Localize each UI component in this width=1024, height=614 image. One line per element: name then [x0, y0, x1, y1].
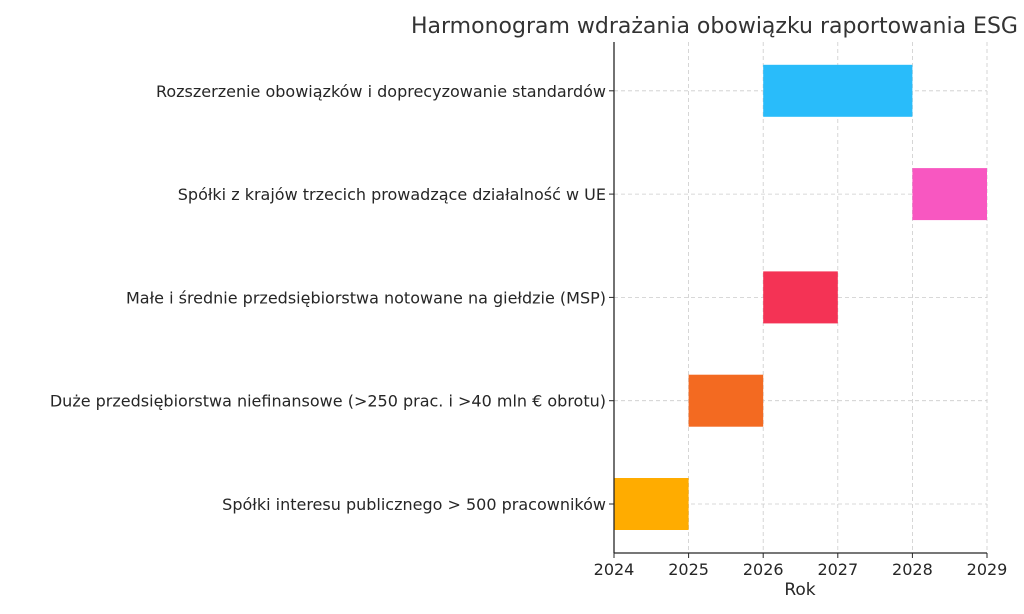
x-tick-label: 2025 [668, 560, 709, 579]
y-tick-label: Spółki z krajów trzecich prowadzące dzia… [178, 185, 606, 204]
chart-title: Harmonogram wdrażania obowiązku raportow… [411, 14, 1018, 39]
gantt-bar [763, 271, 838, 324]
gantt-bar [614, 478, 689, 530]
x-axis-label: Rok [784, 580, 815, 600]
y-tick-label: Małe i średnie przedsiębiorstwa notowane… [126, 288, 606, 307]
y-tick-label: Duże przedsiębiorstwa niefinansowe (>250… [50, 392, 606, 411]
bars [614, 64, 987, 530]
gantt-bar [763, 64, 913, 117]
gantt-bar [688, 374, 764, 427]
x-tick-label: 2028 [892, 560, 933, 579]
axes: 2024 2025 2026 2027 2028 2029 Spółki interesu … [50, 42, 1008, 579]
y-tick-label: Spółki interesu publicznego > 500 pracow… [222, 495, 606, 514]
x-tick-label: 2024 [594, 560, 635, 579]
x-tick-label: 2029 [967, 560, 1008, 579]
gantt-bar [912, 168, 987, 221]
y-tick-label: Rozszerzenie obowiązków i doprecyzowanie… [156, 82, 606, 101]
x-tick-label: 2027 [817, 560, 858, 579]
x-tick-label: 2026 [743, 560, 784, 579]
